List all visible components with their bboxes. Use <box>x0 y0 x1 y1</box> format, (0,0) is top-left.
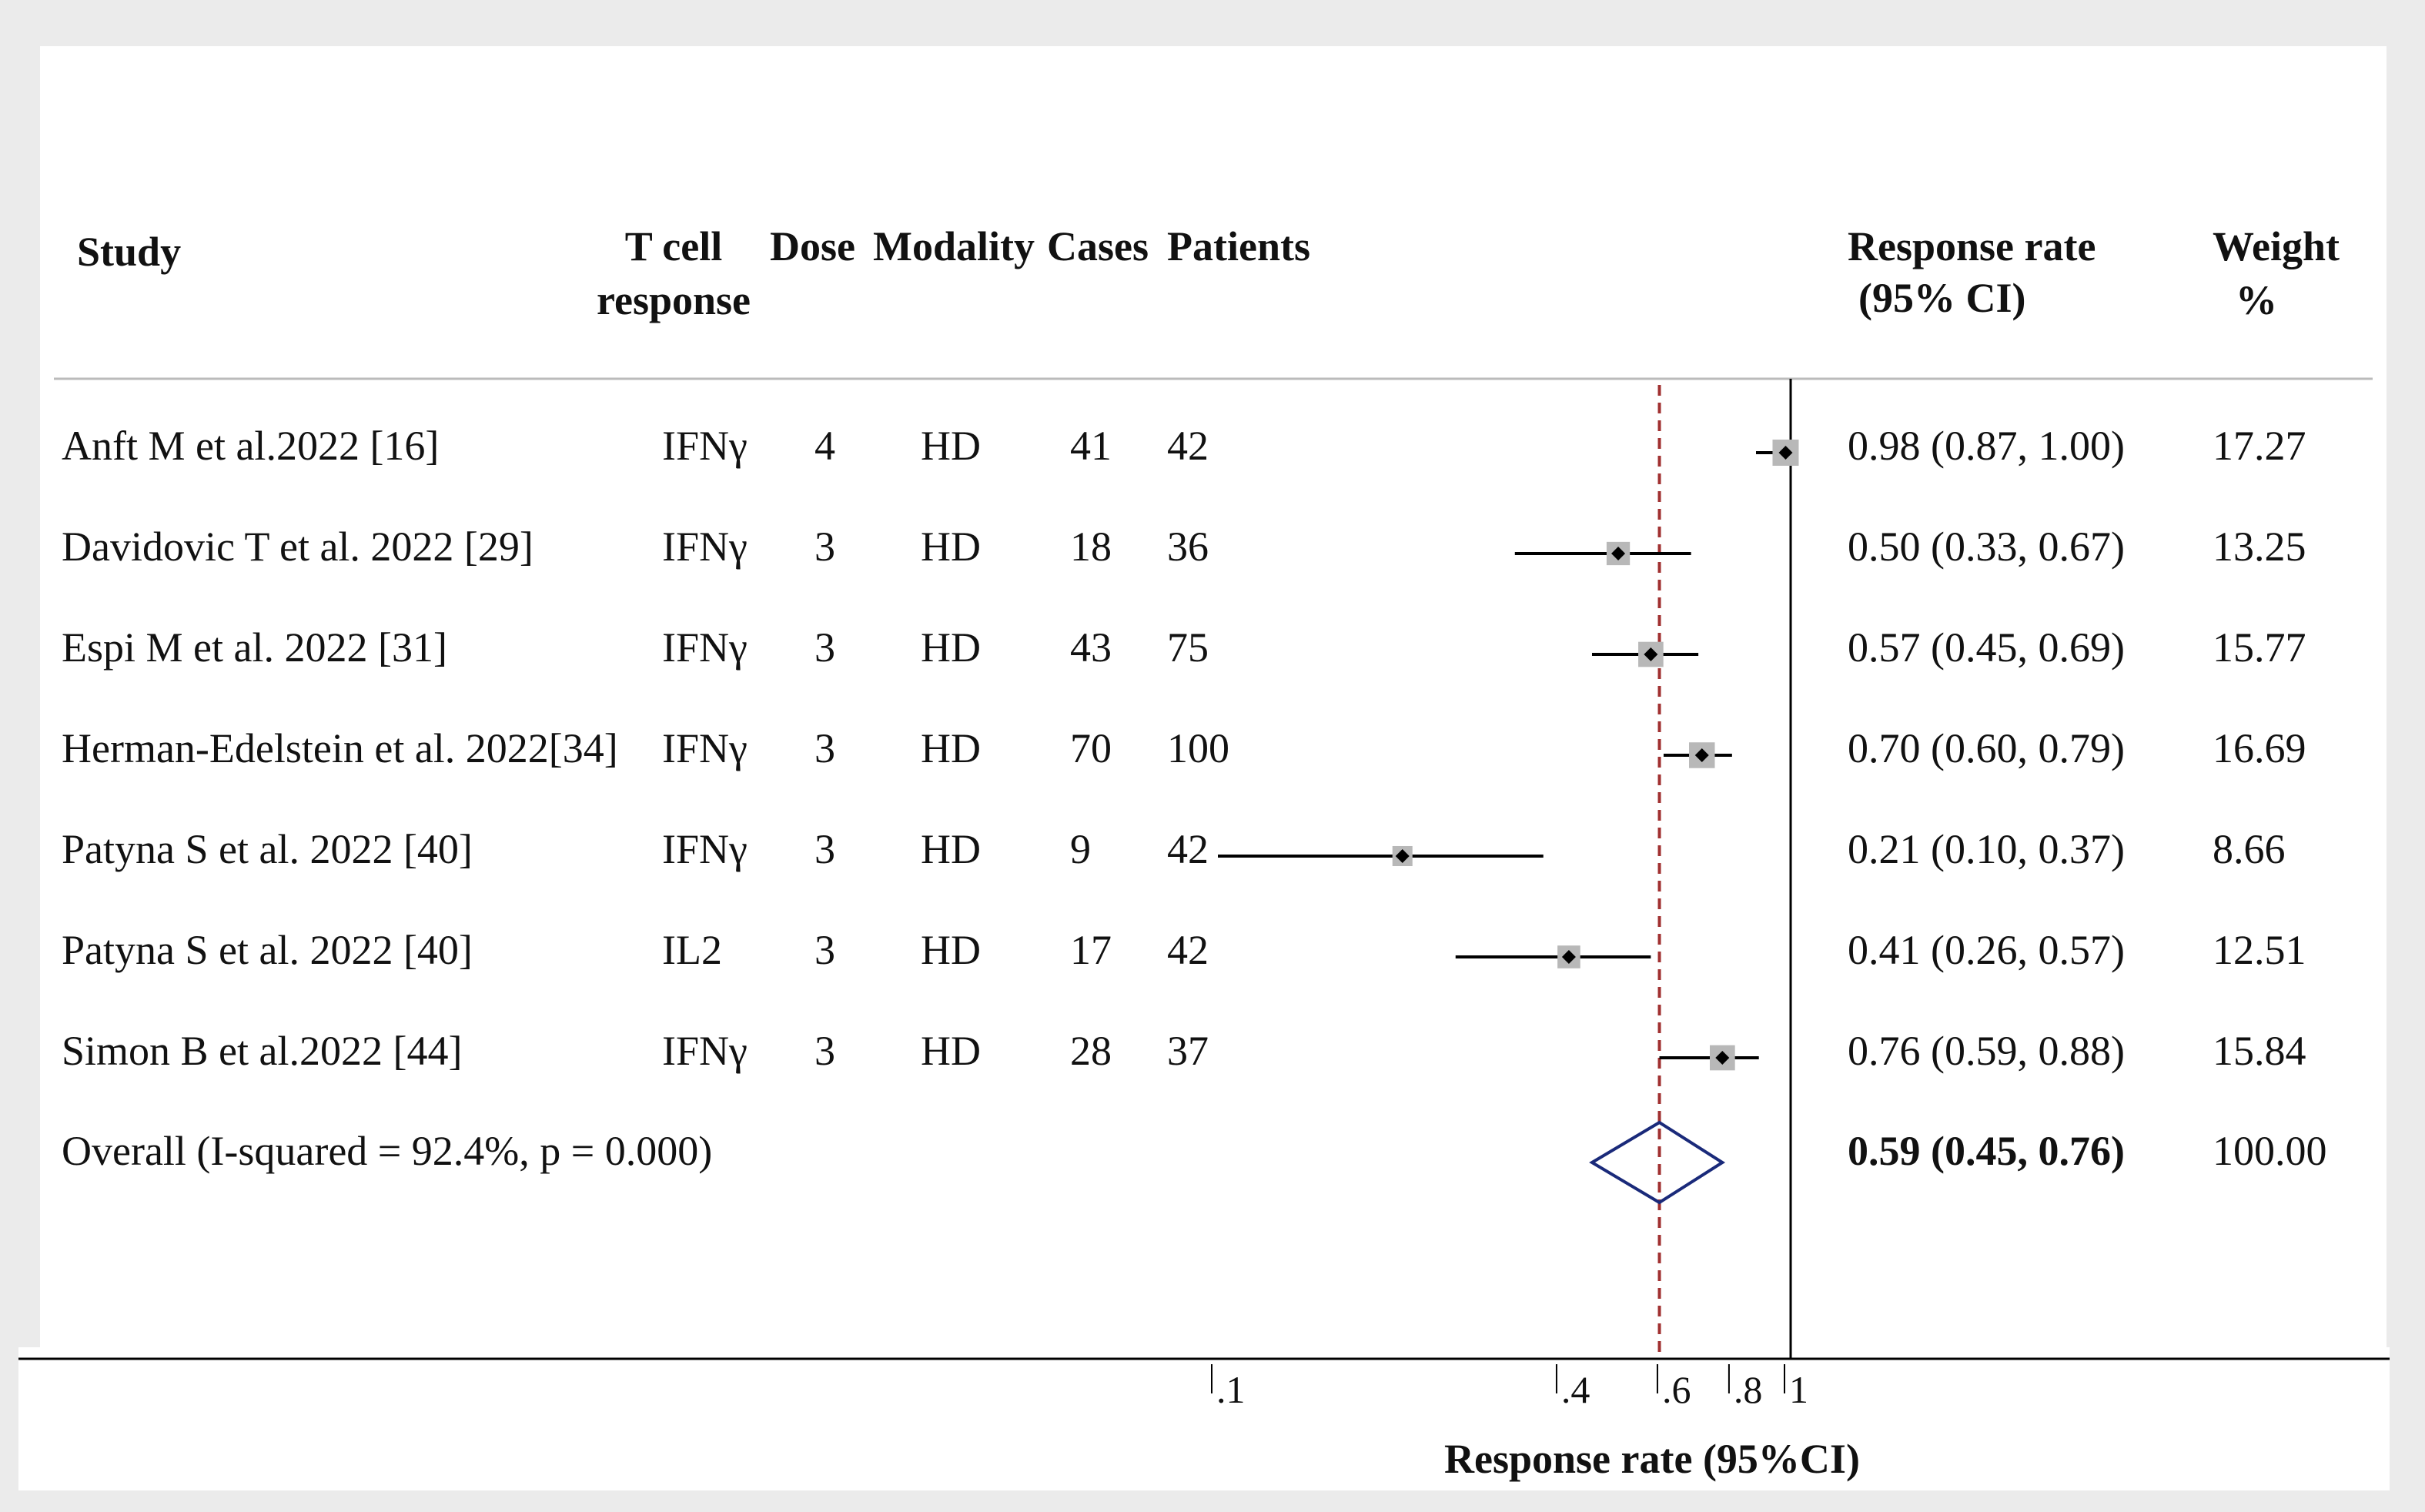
plot-panel <box>40 46 2387 1347</box>
cases-value: 17 <box>1070 927 1112 973</box>
header-tcell-line2: response <box>596 277 751 323</box>
point-estimate <box>1694 748 1709 762</box>
cases-value: 18 <box>1070 524 1112 570</box>
point-estimate <box>1611 547 1626 560</box>
ci-text: 0.76 (0.59, 0.88) <box>1848 1028 2125 1074</box>
weight-value: 16.69 <box>2213 725 2306 771</box>
dose-value: 3 <box>814 725 835 771</box>
cases-value: 43 <box>1070 624 1112 671</box>
patients-value: 42 <box>1167 826 1209 872</box>
modality-value: HD <box>921 423 981 469</box>
study-name: Davidovic T et al. 2022 [29] <box>62 524 534 570</box>
x-tick-label: 1 <box>1789 1368 1808 1411</box>
header-modality: Modality <box>873 223 1035 269</box>
ci-text: 0.50 (0.33, 0.67) <box>1848 524 2125 570</box>
axis-panel <box>18 1347 2390 1490</box>
patients-value: 42 <box>1167 927 1209 973</box>
modality-value: HD <box>921 826 981 872</box>
point-estimate <box>1778 446 1793 460</box>
header-tcell-line1: T cell <box>624 223 723 269</box>
x-tick-label: .8 <box>1734 1368 1763 1411</box>
patients-value: 36 <box>1167 524 1209 570</box>
weight-value: 8.66 <box>2213 826 2286 872</box>
tcell-response: IFNγ <box>662 826 748 872</box>
study-name: Patyna S et al. 2022 [40] <box>62 826 473 872</box>
overall-label: Overall (I-squared = 92.4%, p = 0.000) <box>62 1128 713 1174</box>
point-estimate <box>1561 950 1576 964</box>
tcell-response: IFNγ <box>662 624 748 671</box>
weight-value: 15.77 <box>2213 624 2306 671</box>
cases-value: 70 <box>1070 725 1112 771</box>
x-tick-label: .4 <box>1561 1368 1590 1411</box>
weight-value: 15.84 <box>2213 1028 2306 1074</box>
dose-value: 3 <box>814 624 835 671</box>
header-weight-line1: Weight <box>2213 223 2340 269</box>
patients-value: 75 <box>1167 624 1209 671</box>
point-estimate <box>1644 647 1658 661</box>
cases-value: 9 <box>1070 826 1091 872</box>
ci-text: 0.98 (0.87, 1.00) <box>1848 423 2125 469</box>
tcell-response: IFNγ <box>662 725 748 771</box>
ci-text: 0.21 (0.10, 0.37) <box>1848 826 2125 872</box>
header-weight-line2: % <box>2236 277 2277 323</box>
dose-value: 3 <box>814 927 835 973</box>
modality-value: HD <box>921 725 981 771</box>
ci-text: 0.57 (0.45, 0.69) <box>1848 624 2125 671</box>
x-tick-label: .6 <box>1662 1368 1691 1411</box>
weight-value: 12.51 <box>2213 927 2306 973</box>
study-name: Herman-Edelstein et al. 2022[34] <box>62 725 618 771</box>
header-patients: Patients <box>1167 223 1310 269</box>
x-axis-label: Response rate (95%CI) <box>1444 1436 1860 1482</box>
modality-value: HD <box>921 524 981 570</box>
overall-diamond <box>1589 1120 1726 1205</box>
patients-value: 100 <box>1167 725 1229 771</box>
weight-value: 17.27 <box>2213 423 2306 469</box>
dose-value: 3 <box>814 524 835 570</box>
tcell-response: IFNγ <box>662 524 748 570</box>
study-name: Anft M et al.2022 [16] <box>62 423 440 469</box>
header-study: Study <box>77 229 182 275</box>
cases-value: 41 <box>1070 423 1112 469</box>
modality-value: HD <box>921 1028 981 1074</box>
tcell-response: IFNγ <box>662 423 748 469</box>
weight-value: 13.25 <box>2213 524 2306 570</box>
header-dose: Dose <box>770 223 855 269</box>
dose-value: 3 <box>814 1028 835 1074</box>
overall-ci-text: 0.59 (0.45, 0.76) <box>1848 1128 2125 1174</box>
ci-text: 0.41 (0.26, 0.57) <box>1848 927 2125 973</box>
patients-value: 42 <box>1167 423 1209 469</box>
x-tick-label: .1 <box>1216 1368 1246 1411</box>
dose-value: 3 <box>814 826 835 872</box>
cases-value: 28 <box>1070 1028 1112 1074</box>
study-name: Patyna S et al. 2022 [40] <box>62 927 473 973</box>
tcell-response: IFNγ <box>662 1028 748 1074</box>
study-name: Espi M et al. 2022 [31] <box>62 624 447 671</box>
dose-value: 4 <box>814 423 835 469</box>
study-name: Simon B et al.2022 [44] <box>62 1028 463 1074</box>
header-response-line1: Response rate <box>1848 223 2096 269</box>
modality-value: HD <box>921 624 981 671</box>
overall-weight: 100.00 <box>2213 1128 2327 1174</box>
patients-value: 37 <box>1167 1028 1209 1074</box>
header-cases: Cases <box>1047 223 1149 269</box>
ci-text: 0.70 (0.60, 0.79) <box>1848 725 2125 771</box>
tcell-response: IL2 <box>662 927 722 973</box>
header-response-line2: (95% CI) <box>1858 275 2026 321</box>
point-estimate <box>1395 849 1410 863</box>
point-estimate <box>1715 1051 1730 1065</box>
modality-value: HD <box>921 927 981 973</box>
